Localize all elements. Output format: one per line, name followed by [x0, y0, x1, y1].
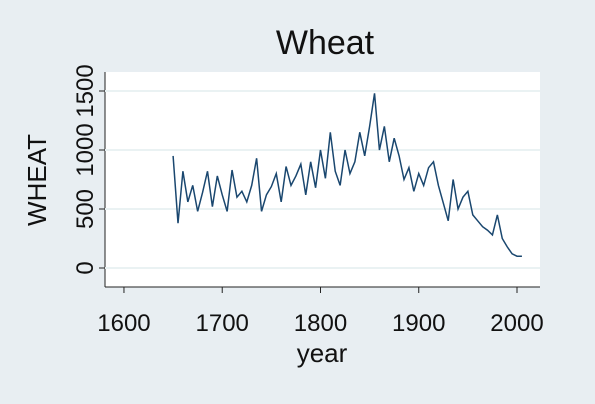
x-tick-label: 1800	[294, 310, 347, 337]
y-tick-label: 500	[72, 189, 99, 229]
y-tick-label: 1000	[72, 123, 99, 176]
data-line	[172, 93, 522, 257]
x-axis-label: year	[297, 338, 348, 368]
x-tick-label: 2000	[490, 310, 543, 337]
x-tick-label: 1600	[97, 310, 150, 337]
x-tick-label: 1700	[196, 310, 249, 337]
y-axis-label: WHEAT	[22, 134, 52, 226]
y-tick-label: 0	[72, 261, 99, 274]
plot-area	[105, 72, 540, 287]
x-tick-label: 1900	[392, 310, 445, 337]
y-tick-label: 1500	[72, 64, 99, 117]
chart-title: Wheat	[276, 24, 375, 62]
